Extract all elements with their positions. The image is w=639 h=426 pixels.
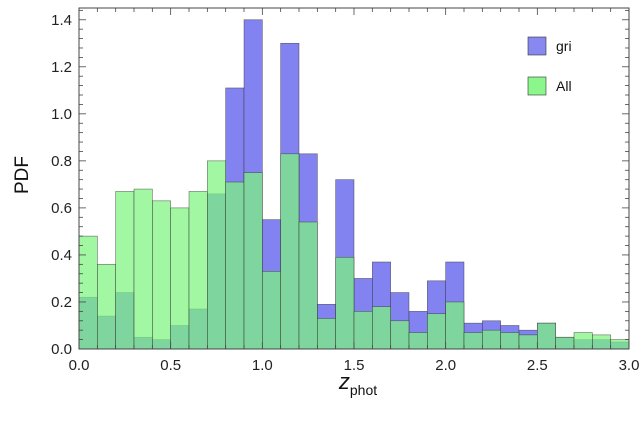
legend-swatch-all xyxy=(527,76,547,96)
bar-all xyxy=(427,313,446,350)
series-all xyxy=(78,153,630,350)
y-axis-label: PDF xyxy=(12,156,33,194)
y-tick-label: 0.8 xyxy=(51,153,72,170)
legend: gri All xyxy=(527,36,572,96)
y-tick-label: 0.2 xyxy=(51,294,72,311)
bar-all xyxy=(280,153,300,350)
bar-all xyxy=(482,329,501,350)
bar-all xyxy=(518,334,538,350)
y-tick-label: 0.6 xyxy=(51,200,72,217)
bar-all xyxy=(408,332,428,350)
y-tick-label: 1.2 xyxy=(51,59,72,76)
x-tick-label: 2.5 xyxy=(527,357,548,374)
bar-all xyxy=(152,200,171,350)
axis-labels: PDF zphot xyxy=(12,156,377,398)
bar-all xyxy=(573,332,593,350)
bar-all xyxy=(170,207,190,350)
bars-layer xyxy=(78,19,630,350)
bar-all xyxy=(592,334,611,350)
bar-all xyxy=(207,160,226,350)
bar-all xyxy=(243,172,263,350)
legend-label-gri: gri xyxy=(556,38,572,54)
legend-label-all: All xyxy=(556,78,572,94)
x-tick-label: 0.0 xyxy=(69,357,90,374)
x-tick-label: 1.0 xyxy=(252,357,273,374)
x-tick-label: 1.5 xyxy=(344,357,365,374)
legend-swatch-gri xyxy=(527,36,547,56)
bar-all xyxy=(610,339,630,350)
x-tick-label: 2.0 xyxy=(435,357,456,374)
y-tick-label: 0.0 xyxy=(51,341,72,358)
bar-all xyxy=(372,306,391,350)
bar-all xyxy=(317,318,336,350)
bar-all xyxy=(335,256,355,350)
x-tick-label: 0.5 xyxy=(160,357,181,374)
x-axis-label-subscript: phot xyxy=(350,382,377,398)
y-tick-label: 0.4 xyxy=(51,247,72,264)
x-axis-label-main: z xyxy=(338,369,350,394)
bar-all xyxy=(225,181,245,350)
y-tick-label: 1.0 xyxy=(51,106,72,123)
bar-all xyxy=(390,320,410,350)
x-axis-label: zphot xyxy=(338,369,377,398)
bar-all xyxy=(262,271,281,350)
bar-all xyxy=(188,191,208,350)
bar-all xyxy=(500,332,520,350)
bar-all xyxy=(97,264,116,350)
bar-all xyxy=(555,336,575,350)
bar-all xyxy=(537,322,556,350)
bar-all xyxy=(353,311,373,350)
ticks-layer: 0.0 0.5 1.0 1.5 2.0 2.5 3.0 0.0 0.2 0.4 0.6 0.8 1.0 1… xyxy=(51,8,639,374)
x-tick-label: 3.0 xyxy=(619,357,639,374)
bar-all xyxy=(463,332,483,350)
bar-all xyxy=(445,301,465,350)
y-tick-label: 1.4 xyxy=(51,12,72,29)
bar-all xyxy=(298,221,318,350)
bar-all xyxy=(133,188,153,350)
bar-all xyxy=(115,191,135,350)
